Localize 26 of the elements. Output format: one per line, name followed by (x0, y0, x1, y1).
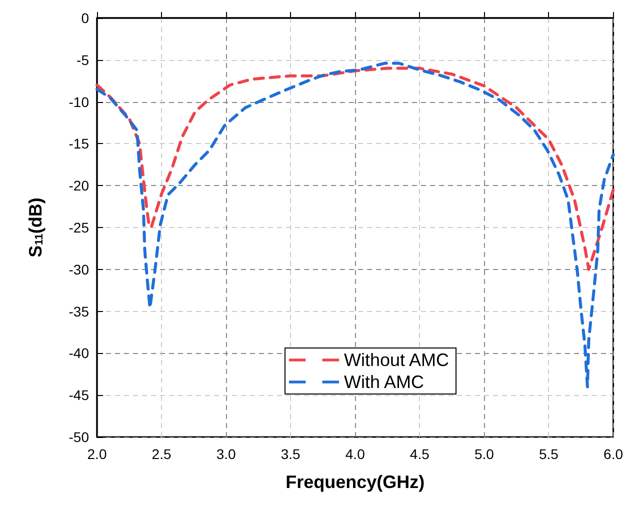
y-axis-title: S11(dB) (26, 198, 46, 258)
line-series (96, 62, 615, 388)
y-tick-label: -15 (68, 136, 90, 152)
x-tick-label: 4.5 (410, 446, 430, 462)
x-tick-label: 3.5 (280, 446, 301, 462)
x-axis-title: Frequency(GHz) (286, 472, 425, 492)
x-tick-label: 4.0 (345, 446, 366, 462)
legend-label: Without AMC (344, 350, 450, 370)
y-tick-label: -20 (68, 178, 90, 194)
x-tick-label: 5.0 (474, 446, 494, 462)
line-series (96, 66, 615, 271)
y-tick-label: -5 (76, 52, 90, 68)
y-tick-label: -35 (68, 303, 90, 320)
x-tick-label: 3.0 (216, 446, 236, 462)
y-tick-label: -30 (68, 261, 90, 278)
x-tick-label: 6.0 (604, 446, 624, 462)
x-tick-label: 2.0 (87, 446, 107, 462)
x-tick-label: 5.5 (539, 446, 559, 462)
y-tick-label: -10 (68, 94, 90, 110)
y-tick-label: -45 (68, 387, 90, 404)
y-tick-label: -40 (68, 345, 90, 362)
y-tick-label: 0 (81, 10, 90, 26)
y-tick-label: -25 (68, 220, 90, 236)
legend-label: With AMC (344, 372, 424, 392)
y-tick-label: -50 (68, 429, 90, 445)
x-tick-label: 2.5 (152, 446, 172, 462)
